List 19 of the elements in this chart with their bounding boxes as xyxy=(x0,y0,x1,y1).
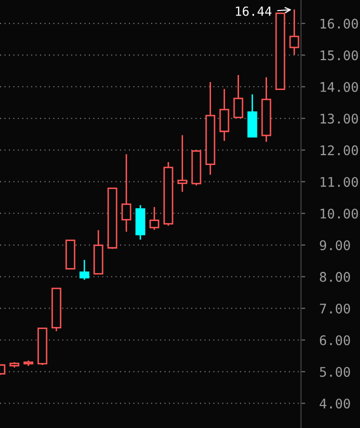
candlestick xyxy=(121,153,132,232)
y-tick-label: 10.00 xyxy=(320,208,358,219)
y-tick-label: 7.00 xyxy=(320,304,350,314)
y-tick-label: 12.00 xyxy=(320,145,358,156)
candlestick xyxy=(205,81,216,176)
y-tick-label: 11.00 xyxy=(320,176,358,187)
y-tick-label: 6.00 xyxy=(320,335,350,346)
candlestick xyxy=(219,88,230,142)
candlestick xyxy=(261,76,272,143)
annotation: 16.44 xyxy=(236,6,272,16)
y-tick-label: 4.00 xyxy=(320,398,350,409)
y-tick-label: 16.00 xyxy=(320,18,358,29)
y-tick-label: 5.00 xyxy=(320,366,350,377)
y-tick-label: 8.00 xyxy=(320,272,350,282)
candlestick xyxy=(177,134,188,193)
y-tick-label: 9.00 xyxy=(320,240,350,250)
y-tick-label: 13.00 xyxy=(320,114,358,124)
y-tick-label: 15.00 xyxy=(320,50,358,60)
y-tick-label: 14.00 xyxy=(320,82,358,92)
